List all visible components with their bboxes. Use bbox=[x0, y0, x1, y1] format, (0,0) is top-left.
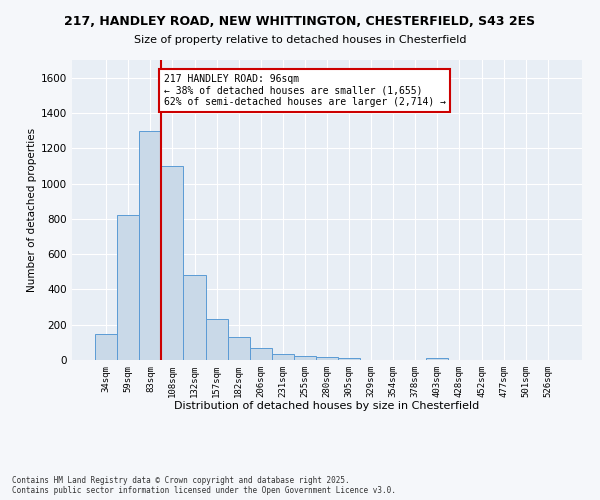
Text: Contains HM Land Registry data © Crown copyright and database right 2025.
Contai: Contains HM Land Registry data © Crown c… bbox=[12, 476, 396, 495]
Text: 217, HANDLEY ROAD, NEW WHITTINGTON, CHESTERFIELD, S43 2ES: 217, HANDLEY ROAD, NEW WHITTINGTON, CHES… bbox=[64, 15, 536, 28]
Bar bbox=[117, 216, 139, 360]
Y-axis label: Number of detached properties: Number of detached properties bbox=[27, 128, 37, 292]
Bar bbox=[95, 334, 117, 360]
Bar bbox=[184, 276, 206, 360]
Bar bbox=[427, 358, 448, 360]
Bar bbox=[227, 337, 250, 360]
Bar bbox=[338, 358, 360, 360]
Bar bbox=[272, 354, 294, 360]
Bar bbox=[139, 130, 161, 360]
Bar bbox=[316, 358, 338, 360]
Text: 217 HANDLEY ROAD: 96sqm
← 38% of detached houses are smaller (1,655)
62% of semi: 217 HANDLEY ROAD: 96sqm ← 38% of detache… bbox=[164, 74, 446, 108]
Bar bbox=[250, 348, 272, 360]
Bar bbox=[161, 166, 184, 360]
Bar bbox=[206, 320, 227, 360]
Text: Size of property relative to detached houses in Chesterfield: Size of property relative to detached ho… bbox=[134, 35, 466, 45]
Bar bbox=[294, 356, 316, 360]
X-axis label: Distribution of detached houses by size in Chesterfield: Distribution of detached houses by size … bbox=[175, 402, 479, 411]
